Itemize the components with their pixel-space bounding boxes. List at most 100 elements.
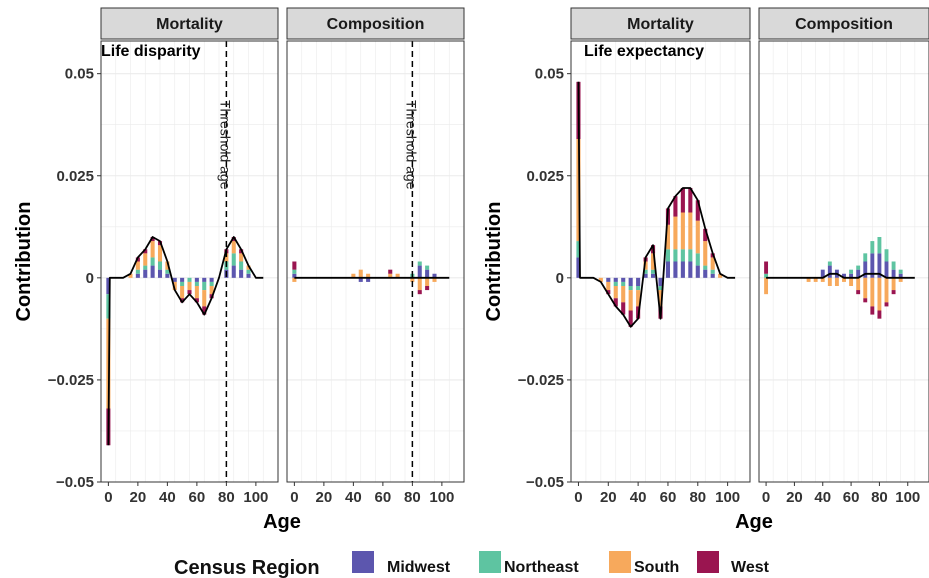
y-tick-label: 0.05 [65, 66, 94, 83]
bar-midwest-age-25 [613, 277, 618, 282]
x-tick-label: 80 [689, 489, 706, 506]
facet-strip-label: Composition [327, 16, 425, 33]
bar-midwest-age-85 [231, 265, 236, 278]
bar-south-age-70 [395, 273, 400, 278]
legend-label: Midwest [387, 559, 451, 576]
x-tick-label: 40 [345, 489, 362, 506]
bar-northeast-age-35 [628, 286, 633, 291]
bar-northeast-age-85 [884, 249, 889, 262]
bar-northeast-age-45 [827, 261, 832, 266]
bar-south-age-95 [432, 277, 437, 282]
total-line [577, 81, 736, 328]
bar-south-age-75 [870, 277, 875, 307]
bar-south-age-35 [813, 277, 818, 282]
bar-northeast-age-80 [695, 253, 700, 266]
bar-northeast-age-50 [180, 281, 185, 286]
bar-northeast-age-30 [621, 281, 626, 286]
bar-west-age-90 [891, 290, 896, 295]
bar-south-age-45 [643, 261, 648, 270]
panel-border [100, 40, 279, 483]
bar-south-age-90 [239, 253, 244, 262]
facet-strip-label: Mortality [627, 16, 694, 33]
facet-mortality: Mortality Threshold age 0 20 40 60 80 100 Age [100, 7, 301, 533]
y-tick-label: 0.025 [56, 168, 94, 185]
bar-south-age-60 [665, 224, 671, 250]
bar-northeast-age-70 [680, 249, 685, 262]
x-tick-label: 80 [871, 489, 888, 506]
bar-midwest-age-20 [135, 273, 140, 278]
bar-west-age-70 [680, 188, 685, 213]
bar-northeast-age-90 [239, 261, 244, 270]
y-tick-label: −0.025 [518, 372, 564, 389]
bar-south-age-45 [358, 269, 363, 278]
legend-label: Northeast [504, 559, 579, 576]
bar-northeast-age-85 [703, 265, 708, 270]
bar-midwest-age-40 [165, 273, 170, 278]
bar-midwest-age-0 [292, 273, 297, 278]
bar-midwest-age-65 [856, 269, 861, 278]
bar-northeast-age-60 [194, 281, 199, 286]
bar-south-age-85 [884, 277, 889, 303]
x-tick-label: 40 [630, 489, 647, 506]
legend-label: West [731, 559, 770, 576]
bar-west-age-85 [417, 290, 422, 295]
bar-south-age-30 [806, 277, 811, 282]
facet-strip [570, 7, 751, 40]
facet-composition: Composition 0 20 40 60 80 100 [758, 7, 929, 506]
y-tick-label: −0.025 [48, 372, 94, 389]
y-axis-title: Contribution [13, 202, 35, 322]
x-tick-label: 20 [600, 489, 617, 506]
bar-midwest-age-40 [820, 269, 825, 278]
y-tick-label: 0 [86, 270, 94, 287]
bar-midwest-age-0 [106, 277, 111, 295]
legend-swatch [479, 551, 501, 573]
x-tick-label: 0 [104, 489, 112, 506]
x-tick-label: 40 [159, 489, 176, 506]
bar-northeast-age-90 [710, 269, 715, 274]
bar-west-age-80 [877, 310, 882, 319]
bar-west-age-60 [194, 298, 199, 303]
x-tick-label: 40 [814, 489, 831, 506]
bar-midwest-age-45 [643, 273, 648, 278]
bar-northeast-age-95 [246, 269, 251, 274]
bar-northeast-age-45 [643, 269, 648, 274]
x-tick-label: 100 [429, 489, 454, 506]
bar-midwest-age-30 [621, 277, 626, 282]
bar-northeast-age-75 [870, 241, 875, 254]
bar-west-age-85 [231, 237, 236, 242]
panel-border [570, 40, 751, 483]
bar-midwest-age-35 [628, 277, 633, 286]
x-tick-label: 20 [130, 489, 147, 506]
y-axis: −0.05 −0.025 0 0.025 0.05 Contribution [13, 66, 101, 491]
bar-northeast-age-55 [658, 286, 663, 291]
bar-west-age-65 [856, 290, 861, 295]
y-tick-label: 0 [556, 270, 564, 287]
bar-south-age-65 [202, 290, 207, 307]
bar-midwest-age-45 [358, 277, 363, 282]
bar-midwest-age-90 [891, 269, 896, 278]
y-axis-title: Contribution [483, 202, 505, 322]
bar-midwest-age-70 [863, 261, 868, 278]
bar-northeast-age-75 [688, 249, 693, 262]
x-tick-label: 20 [786, 489, 803, 506]
facet-mortality: Mortality 0 20 40 60 80 100 Age [570, 7, 773, 533]
bar-west-age-65 [202, 306, 207, 315]
y-tick-label: 0.05 [535, 66, 564, 83]
y-tick-label: 0.025 [526, 168, 564, 185]
bar-south-age-30 [621, 286, 626, 303]
bar-northeast-age-65 [856, 265, 861, 270]
bar-midwest-age-85 [703, 269, 708, 278]
bar-south-age-90 [891, 277, 896, 291]
x-tick-label: 100 [895, 489, 920, 506]
bar-midwest-age-70 [209, 277, 214, 282]
bar-midwest-age-90 [239, 269, 244, 278]
bar-midwest-age-90 [425, 269, 430, 278]
bar-northeast-age-80 [877, 237, 882, 254]
facet-strip [286, 7, 465, 40]
x-tick-label: 60 [375, 489, 392, 506]
bar-northeast-age-35 [157, 261, 163, 270]
bar-midwest-age-0 [576, 257, 581, 278]
bar-south-age-65 [856, 277, 861, 291]
bar-south-age-80 [224, 253, 229, 262]
